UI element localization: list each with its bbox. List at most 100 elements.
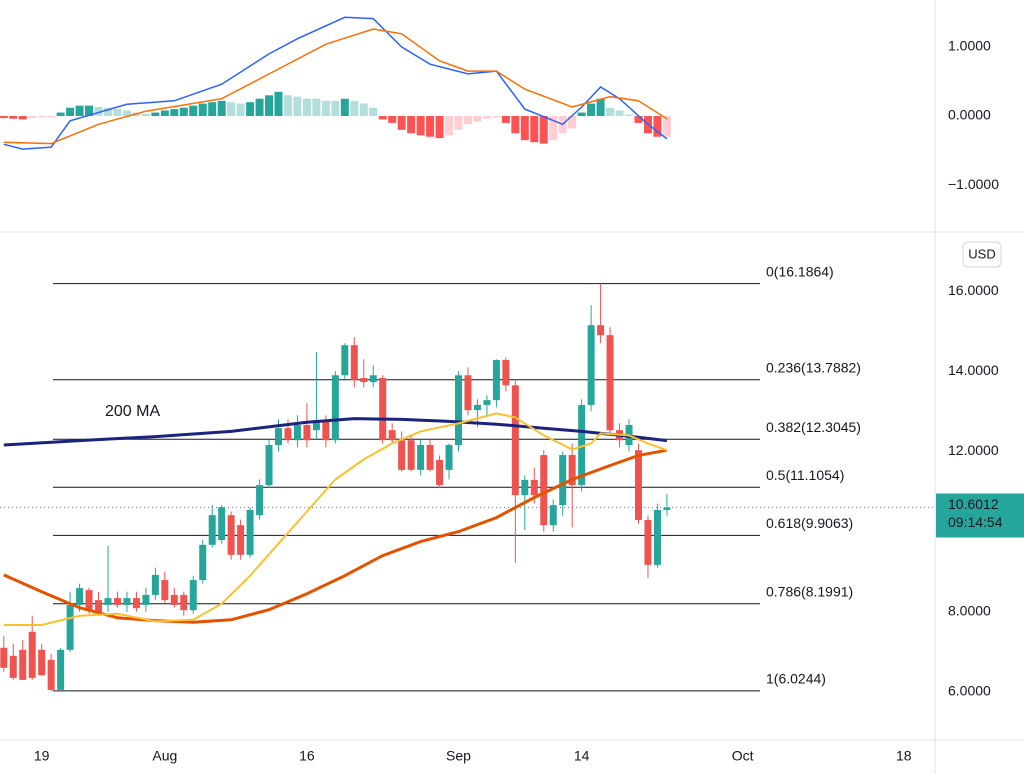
macd-histogram-bar (388, 116, 397, 123)
macd-histogram-bar (577, 112, 586, 116)
candle-body (151, 574, 159, 595)
macd-histogram-bar (520, 116, 529, 141)
macd-histogram-bar (501, 116, 510, 123)
macd-histogram-bar (179, 107, 188, 116)
fib-level-label: 0.5(11.1054) (766, 467, 844, 483)
macd-histogram-bar (28, 116, 37, 119)
macd-y-tick-label: 1.0000 (948, 38, 991, 54)
macd-histogram-bar (265, 95, 274, 116)
candle-body (473, 404, 481, 411)
candle-body (379, 378, 387, 441)
macd-histogram-bar (369, 107, 378, 116)
macd-histogram-bar (170, 109, 179, 116)
macd-histogram-bar (435, 116, 444, 139)
candle-body (322, 420, 330, 441)
candle-body (312, 420, 320, 431)
candle-body (331, 375, 339, 441)
candle-body (132, 598, 140, 609)
macd-histogram-bar (75, 105, 84, 116)
candle-body (227, 515, 235, 555)
candle-body (47, 659, 55, 690)
candle-body (284, 428, 292, 441)
candle-body (237, 525, 245, 555)
candle-body (350, 345, 358, 381)
macd-histogram-bar (482, 116, 491, 119)
candle-body (256, 485, 264, 516)
macd-histogram-bar (103, 107, 112, 116)
candle-body (502, 360, 510, 386)
candle-body (445, 445, 453, 470)
candle-body (66, 604, 74, 650)
candle-body (275, 428, 283, 446)
macd-histogram-bar (321, 100, 330, 116)
macd-histogram-bar (587, 103, 596, 116)
candle-body (417, 445, 425, 470)
macd-histogram-bar (539, 116, 548, 144)
macd-histogram-bar (530, 116, 539, 143)
candle-body (208, 515, 216, 545)
candle-body (180, 594, 188, 611)
x-tick-label: Oct (732, 748, 754, 764)
macd-histogram-bar (606, 107, 615, 116)
fib-level-label: 1(6.0244) (766, 671, 826, 687)
candle-body (521, 479, 529, 496)
macd-histogram-bar (549, 116, 558, 141)
macd-histogram-bar (0, 116, 8, 119)
macd-histogram-bar (397, 116, 406, 130)
macd-histogram-bar (85, 105, 94, 116)
macd-histogram-bar (236, 103, 245, 116)
candle-body (0, 647, 8, 668)
candle-body (246, 509, 254, 555)
y-tick-label: 12.0000 (948, 442, 999, 458)
macd-histogram-bar (189, 105, 198, 116)
macd-histogram-bar (18, 116, 27, 120)
candle-body (293, 424, 301, 441)
macd-histogram-bar (634, 116, 643, 123)
macd-histogram-bar (378, 116, 387, 120)
moving-average (3, 412, 668, 626)
candle-body (38, 649, 46, 676)
fib-level-label: 0(16.1864) (766, 263, 834, 279)
y-tick-label: 16.0000 (948, 282, 999, 298)
candle-body (161, 580, 169, 601)
candle-body (540, 455, 548, 526)
macd-histogram-bar (596, 98, 605, 116)
candle-body (549, 505, 557, 526)
macd-histogram-bar (312, 98, 321, 116)
candle-body (369, 375, 377, 383)
x-tick-label: 18 (896, 748, 912, 764)
candle-body (492, 360, 500, 401)
macd-y-tick-label: −1.0000 (948, 176, 999, 192)
macd-histogram-bar (359, 103, 368, 116)
candle-body (559, 455, 567, 506)
candle-body (142, 594, 150, 605)
macd-histogram-bar (113, 109, 122, 116)
macd-histogram-bar (653, 116, 662, 137)
macd-histogram-bar (416, 116, 425, 136)
macd-histogram-bar (293, 96, 302, 116)
macd-line (3, 28, 668, 145)
candle-body (483, 400, 491, 405)
last-price-tag (936, 493, 1024, 538)
y-tick-label: 8.0000 (948, 602, 991, 618)
candle-body (218, 507, 226, 541)
candle-body (341, 345, 349, 376)
macd-histogram-bar (340, 98, 349, 116)
candle-body (360, 378, 368, 383)
countdown-label: 09:14:54 (948, 514, 1003, 530)
macd-histogram-bar (246, 102, 255, 116)
macd-histogram-bar (463, 116, 472, 125)
macd-histogram-bar (66, 107, 75, 116)
macd-histogram-bar (47, 116, 56, 118)
macd-line (3, 16, 668, 150)
fib-level-label: 0.786(8.1991) (766, 583, 853, 599)
macd-histogram-bar (426, 116, 435, 137)
candle-body (568, 455, 576, 486)
macd-histogram-bar (615, 110, 624, 116)
x-tick-label: 14 (574, 748, 590, 764)
candle-body (455, 375, 463, 446)
macd-histogram-bar (160, 110, 169, 116)
macd-histogram-bar (511, 116, 520, 134)
macd-histogram-bar (473, 116, 482, 122)
